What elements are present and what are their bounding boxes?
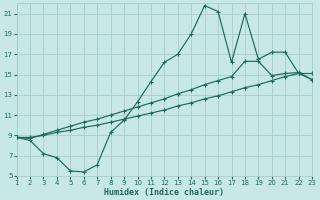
X-axis label: Humidex (Indice chaleur): Humidex (Indice chaleur) [104,188,224,197]
